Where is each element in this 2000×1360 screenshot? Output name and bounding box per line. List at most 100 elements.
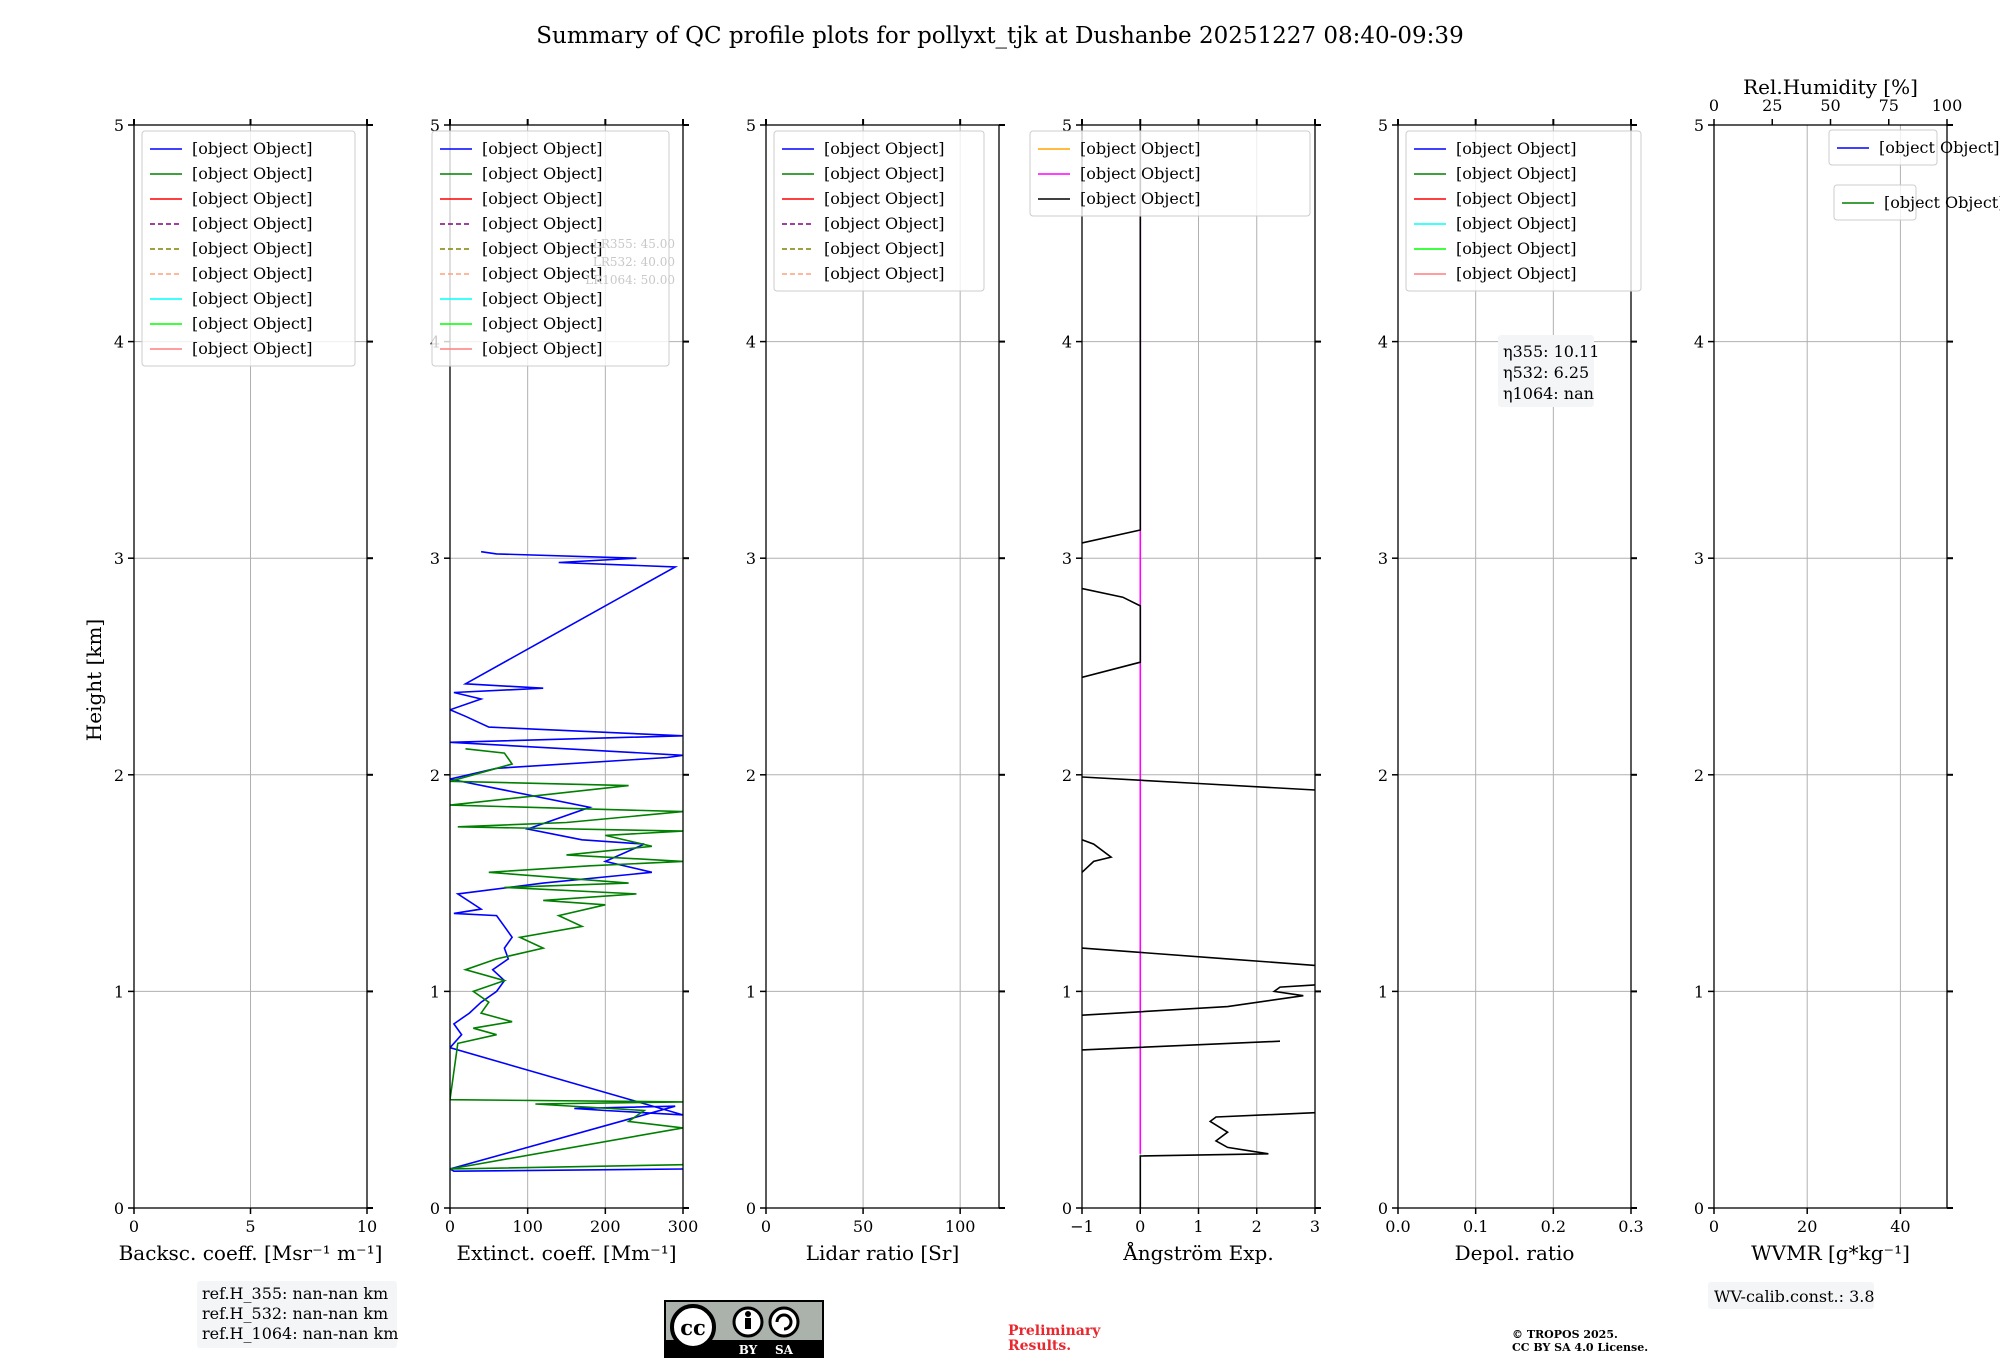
copyright-line-2: CC BY SA 4.0 License. [1512,1341,1648,1354]
legend-label: [object Object] [1884,193,2000,212]
y-tick-label: 2 [1378,766,1388,785]
legend-label: [object Object] [824,239,944,258]
legend-label: [object Object] [482,264,602,283]
legend-label: [object Object] [1456,189,1576,208]
legend-label: [object Object] [482,314,602,333]
legend-label: [object Object] [1879,138,1999,157]
legend-label: [object Object] [482,339,602,358]
legend-box [431,130,670,367]
y-tick-label: 2 [114,766,124,785]
preliminary-line-2: Results. [1008,1338,1071,1354]
y-tick-label: 2 [430,766,440,785]
y-tick-label: 3 [746,549,756,568]
x-tick-label: 20 [1797,1217,1817,1236]
legend-label: [object Object] [192,289,312,308]
ref-height-box: ref.H_355: nan-nan km ref.H_532: nan-nan… [197,1281,398,1348]
y-tick-label: 3 [430,549,440,568]
y-tick-label: 5 [746,116,756,135]
legend-box [1833,184,1917,221]
x-tick-label: 0.3 [1618,1217,1643,1236]
axes-frame [1397,124,1632,1209]
panel-extinction: 0123450100200300Extinct. coeff. [Mm⁻¹][o… [430,116,698,1265]
copyright-line-1: © TROPOS 2025. [1512,1328,1618,1341]
x-axis-label: Backsc. coeff. [Msr⁻¹ m⁻¹] [119,1241,383,1265]
y-tick-label: 5 [430,116,440,135]
legend-box [1405,130,1642,292]
top-x-tick-label: 100 [1932,96,1963,115]
y-tick-label: 4 [114,333,124,352]
legend-label: [object Object] [482,239,602,258]
y-tick-label: 1 [746,982,756,1001]
legend-label: [object Object] [1456,239,1576,258]
legend-label: [object Object] [824,214,944,233]
legend-label: [object Object] [192,189,312,208]
ref-height-355: ref.H_355: nan-nan km [202,1284,388,1303]
axes-frame [449,124,684,1209]
series-line-AE_parExt_355_532_Raman [1082,125,1315,1208]
legend-label: [object Object] [192,264,312,283]
series-line-aerExt_raman_532 [450,748,683,1170]
x-axis-label: Ångström Exp. [1122,1240,1273,1265]
x-tick-label: 0.2 [1541,1217,1566,1236]
ref-height-1064: ref.H_1064: nan-nan km [202,1324,398,1343]
legend-box [773,130,985,292]
x-tick-label: 0 [761,1217,771,1236]
cc-license-badge-icon: cc BY SA [664,1300,824,1358]
figure-title: Summary of QC profile plots for pollyxt_… [536,23,1463,49]
legend-label: [object Object] [482,139,602,158]
eta-value: η355: 10.11 [1503,342,1599,361]
x-tick-label: 50 [853,1217,873,1236]
y-tick-label: 5 [1378,116,1388,135]
x-tick-label: 0 [129,1217,139,1236]
x-tick-label: 2 [1252,1217,1262,1236]
y-tick-label: 3 [114,549,124,568]
y-tick-label: 3 [1062,549,1072,568]
legend: [object Object] [object Object] [object Ob… [1029,130,1311,217]
x-tick-label: 0.1 [1463,1217,1488,1236]
legend-label: [object Object] [824,164,944,183]
top-x-axis-label: Rel.Humidity [%] [1743,75,1918,99]
legend-label: [object Object] [1456,214,1576,233]
top-x-tick-label: 75 [1879,96,1899,115]
y-tick-label: 1 [1694,982,1704,1001]
y-tick-label: 1 [114,982,124,1001]
y-tick-label: 4 [1062,333,1072,352]
legend-label: [object Object] [1456,164,1576,183]
legend-label: [object Object] [192,314,312,333]
legend-label: [object Object] [192,339,312,358]
lr-annotation: LR532: 40.00 [593,255,675,269]
x-axis-label: Extinct. coeff. [Mm⁻¹] [456,1241,676,1265]
legend-label: [object Object] [482,189,602,208]
legend-box [1029,130,1311,217]
series-line-aerExt_raman_355 [450,550,683,1173]
wv-calib-text: WV-calib.const.: 3.8 [1714,1287,1875,1306]
legend-label: [object Object] [482,289,602,308]
preliminary-line-1: Preliminary [1008,1323,1101,1339]
x-tick-label: 10 [357,1217,377,1236]
x-tick-label: 200 [590,1217,621,1236]
x-tick-label: 300 [668,1217,699,1236]
legend-label: [object Object] [192,214,312,233]
legend-label: [object Object] [482,164,602,183]
legend-label: [object Object] [824,139,944,158]
x-tick-label: −1 [1070,1217,1094,1236]
axes-frame [1713,124,1948,1209]
legend: [object Object] [object Object] [object Ob… [773,130,985,292]
y-tick-label: 0 [430,1199,440,1218]
eta-box: η355: 10.11 η532: 6.25 η1064: nan [1498,335,1599,407]
axes-frame [765,124,1000,1209]
legend-label: [object Object] [1080,164,1200,183]
x-tick-label: 3 [1310,1217,1320,1236]
eta-box-bg [1498,335,1594,407]
lr-annotation: LR1064: 50.00 [585,273,675,287]
y-tick-label: 1 [1062,982,1072,1001]
y-tick-label: 2 [1062,766,1072,785]
legend: [object Object] [object Object] [object Ob… [431,130,670,367]
y-tick-label: 5 [114,116,124,135]
x-axis-label: Depol. ratio [1455,1241,1575,1265]
y-tick-label: 5 [1062,116,1072,135]
x-tick-label: 100 [512,1217,543,1236]
x-tick-label: 0.0 [1385,1217,1410,1236]
